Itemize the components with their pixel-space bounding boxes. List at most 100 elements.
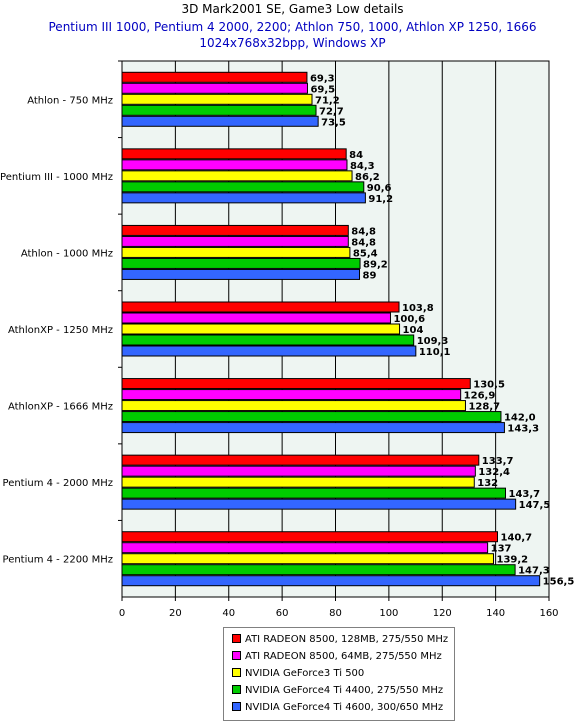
bar xyxy=(121,115,319,127)
legend-label: NVIDIA GeForce4 Ti 4600, 300/650 MHz xyxy=(245,702,444,713)
bar xyxy=(121,181,365,193)
legend-item: NVIDIA GeForce3 Ti 500 xyxy=(232,667,365,682)
bar xyxy=(121,224,349,236)
bar xyxy=(121,422,505,434)
bar xyxy=(121,93,313,105)
bar xyxy=(121,104,317,116)
bar xyxy=(121,531,498,543)
category-label: AthlonXP - 1666 MHz xyxy=(8,402,113,413)
bar-chart: 0 20 40 60 80 100 120 140 160 Athlon - 750 MHz 69,… xyxy=(0,60,575,619)
bar-value-label: 137 xyxy=(491,544,512,555)
bar xyxy=(121,334,415,346)
bar-value-label: 72,7 xyxy=(319,106,344,117)
bar xyxy=(121,301,400,313)
bar-value-label: 69,5 xyxy=(310,84,335,95)
category-label: AthlonXP - 1250 MHz xyxy=(8,325,113,336)
legend-label: ATI RADEON 8500, 128MB, 275/550 MHz xyxy=(245,634,449,645)
x-tick-label: 100 xyxy=(379,608,398,619)
bar-value-label: 84,3 xyxy=(350,161,375,172)
chart-legend: ATI RADEON 8500, 128MB, 275/550 MHz ATI R… xyxy=(223,627,455,721)
bar-value-label: 142,0 xyxy=(504,413,536,424)
x-tick-label: 0 xyxy=(119,608,125,619)
bar-value-label: 73,5 xyxy=(321,117,346,128)
legend-swatch xyxy=(232,701,241,711)
bar xyxy=(121,498,517,510)
chart-title: 3D Mark2001 SE, Game3 Low details xyxy=(181,2,404,16)
bar xyxy=(121,454,480,466)
x-tick-label: 40 xyxy=(222,608,235,619)
bar xyxy=(121,465,476,477)
bar-value-label: 139,2 xyxy=(496,555,528,566)
legend-swatch xyxy=(232,633,241,643)
bar xyxy=(121,82,308,94)
category-label: Athlon - 750 MHz xyxy=(27,95,113,106)
bar xyxy=(121,378,471,390)
bar xyxy=(121,345,417,357)
bar-value-label: 91,2 xyxy=(368,194,393,205)
x-tick-label: 20 xyxy=(169,608,182,619)
bar-value-label: 69,3 xyxy=(310,73,335,84)
bar xyxy=(121,564,516,576)
chart-subtitle-line2: 1024x768x32bpp, Windows XP xyxy=(199,36,386,50)
bar xyxy=(121,246,351,258)
x-tick-label: 60 xyxy=(276,608,289,619)
bar-value-label: 126,9 xyxy=(464,391,496,402)
category-label: Pentium 4 - 2200 MHz xyxy=(3,555,113,566)
legend-swatch xyxy=(232,667,241,677)
bar xyxy=(121,268,361,280)
bar-value-label: 110,1 xyxy=(419,347,451,358)
bar xyxy=(121,235,349,247)
x-tick-label: 80 xyxy=(329,608,342,619)
category-label: Pentium 4 - 2000 MHz xyxy=(3,478,113,489)
bar-value-label: 104 xyxy=(403,325,424,336)
bar xyxy=(121,159,348,171)
bar xyxy=(121,542,489,554)
bar-value-label: 140,7 xyxy=(500,533,532,544)
legend-item: ATI RADEON 8500, 64MB, 275/550 MHz xyxy=(232,650,442,665)
bar-value-label: 84 xyxy=(349,150,363,161)
bar-value-label: 89 xyxy=(363,270,377,281)
bar xyxy=(121,71,308,83)
x-tick-label: 120 xyxy=(433,608,452,619)
bar-value-label: 90,6 xyxy=(367,183,392,194)
category-label: Athlon - 1000 MHz xyxy=(21,248,113,259)
bar xyxy=(121,257,361,269)
bar-value-label: 147,3 xyxy=(518,566,550,577)
bar xyxy=(121,312,391,324)
bar-value-label: 132 xyxy=(477,478,498,489)
bar-value-label: 103,8 xyxy=(402,303,434,314)
bar-value-label: 84,8 xyxy=(351,226,376,237)
bar xyxy=(121,148,347,160)
bar-value-label: 85,4 xyxy=(353,248,378,259)
bar-value-label: 130,5 xyxy=(473,380,505,391)
bar-value-label: 147,5 xyxy=(519,500,551,511)
bar-value-label: 133,7 xyxy=(482,456,514,467)
legend-swatch xyxy=(232,650,241,660)
bar xyxy=(121,575,541,587)
x-tick-label: 160 xyxy=(539,608,558,619)
legend-label: NVIDIA GeForce3 Ti 500 xyxy=(245,668,365,679)
legend-label: ATI RADEON 8500, 64MB, 275/550 MHz xyxy=(245,651,442,662)
x-tick-label: 140 xyxy=(486,608,505,619)
bar xyxy=(121,170,353,182)
legend-label: NVIDIA GeForce4 Ti 4400, 275/550 MHz xyxy=(245,685,444,696)
bar xyxy=(121,411,502,423)
chart-subtitle-line1: Pentium III 1000, Pentium 4 2000, 2200; … xyxy=(48,20,537,34)
bar-value-label: 128,7 xyxy=(468,402,500,413)
bar-value-label: 132,4 xyxy=(478,467,510,478)
legend-item: ATI RADEON 8500, 128MB, 275/550 MHz xyxy=(232,633,449,648)
bar-value-label: 143,3 xyxy=(507,424,539,435)
bar-value-label: 84,8 xyxy=(351,237,376,248)
legend-swatch xyxy=(232,684,241,694)
bar-value-label: 156,5 xyxy=(543,577,575,588)
bar xyxy=(121,400,466,412)
bar xyxy=(121,487,506,499)
bar xyxy=(121,192,366,204)
legend-item: NVIDIA GeForce4 Ti 4400, 275/550 MHz xyxy=(232,684,444,699)
bar-value-label: 100,6 xyxy=(393,314,425,325)
bar xyxy=(121,389,462,401)
legend-item: NVIDIA GeForce4 Ti 4600, 300/650 MHz xyxy=(232,701,444,716)
category-label: Pentium III - 1000 MHz xyxy=(0,172,113,183)
bar-value-label: 109,3 xyxy=(417,336,449,347)
bar xyxy=(121,476,475,488)
